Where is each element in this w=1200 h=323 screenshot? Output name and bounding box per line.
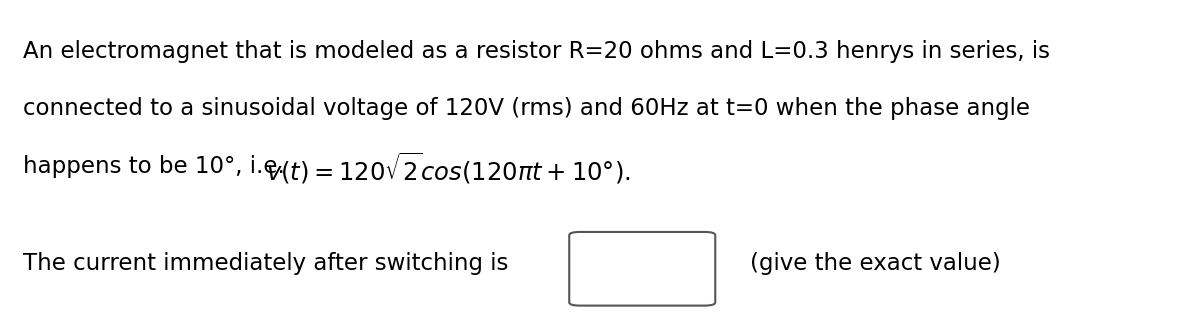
Text: connected to a sinusoidal voltage of 120V (rms) and 60Hz at t=0 when the phase a: connected to a sinusoidal voltage of 120… <box>23 98 1030 120</box>
FancyBboxPatch shape <box>569 232 715 306</box>
Text: (give the exact value): (give the exact value) <box>721 253 1001 276</box>
Text: $v(t) = 120\sqrt{2}cos(120\pi t + 10°).$: $v(t) = 120\sqrt{2}cos(120\pi t + 10°).$ <box>266 150 631 186</box>
Text: The current immediately after switching is: The current immediately after switching … <box>23 253 509 276</box>
Text: An electromagnet that is modeled as a resistor R=20 ohms and L=0.3 henrys in ser: An electromagnet that is modeled as a re… <box>23 40 1050 63</box>
Text: happens to be 10°, i.e.: happens to be 10°, i.e. <box>23 155 292 178</box>
